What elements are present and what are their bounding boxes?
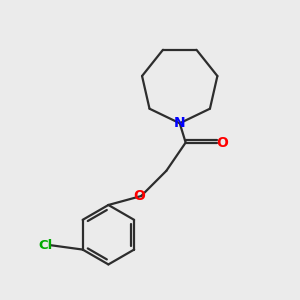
Text: N: N	[174, 116, 185, 130]
Text: O: O	[134, 189, 146, 203]
Text: O: O	[216, 136, 228, 150]
Text: Cl: Cl	[38, 238, 52, 252]
